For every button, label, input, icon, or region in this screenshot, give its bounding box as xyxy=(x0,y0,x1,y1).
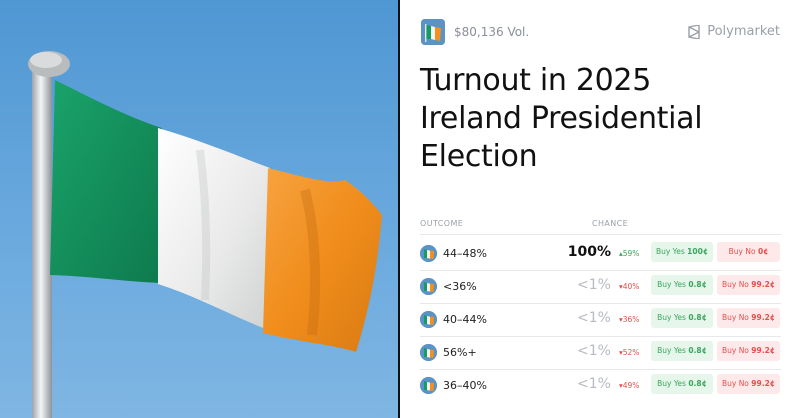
irish-flag-thumbnail-icon xyxy=(420,278,437,295)
chance-change: ▴59% xyxy=(619,249,640,258)
irish-flag-thumbnail-icon xyxy=(420,344,437,361)
market-header: $80,136 Vol. Polymarket xyxy=(421,19,781,45)
table-row[interactable]: <36% <1% ▾40% Buy Yes 0.8¢ Buy No 99.2¢ xyxy=(420,270,781,303)
chance-value: 100% xyxy=(567,244,611,260)
brand-logo[interactable]: Polymarket xyxy=(687,24,780,39)
outcome-label: 44–48% xyxy=(443,247,487,260)
chance-value: <1% xyxy=(577,277,611,293)
irish-flag-photo-icon xyxy=(28,51,382,418)
buy-no-button[interactable]: Buy No 99.2¢ xyxy=(717,275,780,295)
outcome-label: 56%+ xyxy=(443,346,477,359)
chance-change: ▾40% xyxy=(619,282,640,291)
polymarket-logo-icon xyxy=(688,24,700,39)
row-divider xyxy=(420,336,781,337)
chance-change: ▾49% xyxy=(619,381,640,390)
buy-yes-button[interactable]: Buy Yes 0.8¢ xyxy=(651,275,713,295)
market-title: Turnout in 2025 Ireland Presidential Ele… xyxy=(420,63,703,174)
outcome-label: 36–40% xyxy=(443,379,487,392)
table-row[interactable]: 36–40% <1% ▾49% Buy Yes 0.8¢ Buy No 99.2… xyxy=(420,369,781,402)
buy-yes-button[interactable]: Buy Yes 0.8¢ xyxy=(651,308,713,328)
chance-value: <1% xyxy=(577,310,611,326)
irish-flag-thumbnail-icon xyxy=(420,245,437,262)
market-card: $80,136 Vol. Polymarket Turnout in 2025 … xyxy=(400,0,800,418)
chance-value: <1% xyxy=(577,376,611,392)
brand-name: Polymarket xyxy=(707,24,780,39)
chance-value: <1% xyxy=(577,343,611,359)
buy-no-button[interactable]: Buy No 99.2¢ xyxy=(717,374,780,394)
table-row[interactable]: 56%+ <1% ▾52% Buy Yes 0.8¢ Buy No 99.2¢ xyxy=(420,336,781,369)
chance-change: ▾36% xyxy=(619,315,640,324)
irish-flag-thumbnail-icon xyxy=(421,19,445,45)
row-divider xyxy=(420,303,781,304)
row-divider xyxy=(420,270,781,271)
buy-yes-button[interactable]: Buy Yes 0.8¢ xyxy=(651,374,713,394)
panel-divider xyxy=(398,0,400,418)
buy-yes-button[interactable]: Buy Yes 0.8¢ xyxy=(651,341,713,361)
irish-flag-thumbnail-icon xyxy=(420,377,437,394)
outcome-column-header: OUTCOME xyxy=(420,219,464,228)
chance-change: ▾52% xyxy=(619,348,640,357)
buy-no-button[interactable]: Buy No 0¢ xyxy=(717,242,780,262)
hero-image xyxy=(0,0,398,418)
irish-flag-thumbnail-icon xyxy=(420,311,437,328)
volume-label: $80,136 Vol. xyxy=(454,25,530,39)
buy-yes-button[interactable]: Buy Yes 100¢ xyxy=(651,242,713,262)
outcome-label: <36% xyxy=(443,280,477,293)
table-divider xyxy=(420,234,781,235)
buy-no-button[interactable]: Buy No 99.2¢ xyxy=(717,341,780,361)
buy-no-button[interactable]: Buy No 99.2¢ xyxy=(717,308,780,328)
table-row[interactable]: 40–44% <1% ▾36% Buy Yes 0.8¢ Buy No 99.2… xyxy=(420,303,781,336)
outcome-label: 40–44% xyxy=(443,313,487,326)
table-row[interactable]: 44–48% 100% ▴59% Buy Yes 100¢ Buy No 0¢ xyxy=(420,237,781,270)
row-divider xyxy=(420,369,781,370)
chance-column-header: CHANCE xyxy=(592,219,629,228)
